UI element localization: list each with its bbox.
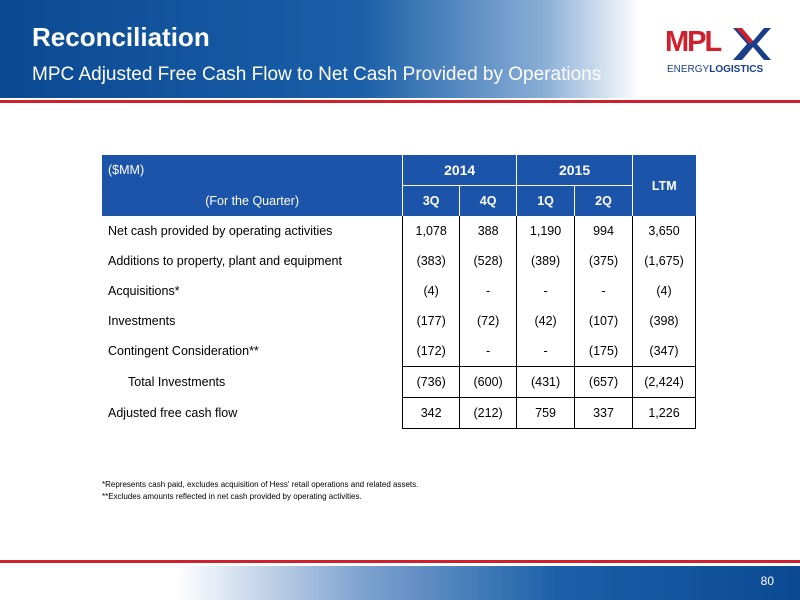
table-cell: - — [459, 336, 517, 367]
table-cell: (431) — [516, 366, 575, 398]
footnote: *Represents cash paid, excludes acquisit… — [102, 480, 419, 489]
table-cell: 1,226 — [632, 397, 696, 429]
table-header-row-quarters: (For the Quarter) 3Q 4Q 1Q 2Q — [102, 185, 696, 216]
table-cell: (212) — [459, 397, 517, 429]
quarter-header: 2Q — [574, 185, 633, 216]
table-cell: (398) — [632, 306, 696, 336]
table-row-free-cash-flow: Adjusted free cash flow 342 (212) 759 33… — [102, 397, 696, 429]
table-cell: (177) — [402, 306, 460, 336]
table-cell: (657) — [574, 366, 633, 398]
table-cell: 388 — [459, 216, 517, 246]
table-cell: (4) — [632, 276, 696, 306]
table-cell: (736) — [402, 366, 460, 398]
table-cell: (72) — [459, 306, 517, 336]
row-label: Contingent Consideration** — [108, 344, 259, 359]
row-label: Investments — [108, 314, 176, 328]
page-number: 80 — [760, 574, 774, 588]
slide-title: Reconciliation — [32, 22, 210, 52]
table-cell: 337 — [574, 397, 633, 429]
slide-subtitle: MPC Adjusted Free Cash Flow to Net Cash … — [32, 64, 602, 85]
ltm-header: LTM — [632, 155, 696, 216]
unit-label: ($MM) — [102, 155, 403, 186]
table-cell: 759 — [516, 397, 575, 429]
logo-x-icon — [733, 28, 771, 60]
table-row: Additions to property, plant and equipme… — [102, 246, 696, 276]
table-row: Contingent Consideration** (172) - - (17… — [102, 336, 696, 367]
table-cell: - — [516, 336, 575, 367]
footnotes: *Represents cash paid, excludes acquisit… — [102, 479, 418, 503]
year-header-2015: 2015 — [516, 155, 633, 186]
quarter-header: 4Q — [459, 185, 517, 216]
table-cell: (42) — [516, 306, 575, 336]
table-cell: (107) — [574, 306, 633, 336]
table-cell: (389) — [516, 246, 575, 276]
table-cell: (175) — [574, 336, 633, 367]
row-label: Additions to property, plant and equipme… — [108, 254, 342, 268]
table-cell: (383) — [402, 246, 460, 276]
period-label: (For the Quarter) — [102, 185, 403, 216]
table-cell: (2,424) — [632, 366, 696, 398]
row-label: Adjusted free cash flow — [108, 406, 238, 420]
table-cell: - — [459, 276, 517, 306]
table-cell: 994 — [574, 216, 633, 246]
mplx-logo: MPL ENERGYLOGISTICS — [665, 26, 775, 80]
table-cell: (1,675) — [632, 246, 696, 276]
table-cell: - — [574, 276, 633, 306]
row-label: Acquisitions* — [108, 284, 180, 298]
year-header-2014: 2014 — [402, 155, 517, 186]
logo-tagline: ENERGYLOGISTICS — [667, 64, 764, 75]
table-cell: (528) — [459, 246, 517, 276]
logo-wordmark: MPL — [665, 26, 722, 58]
header-banner: Reconciliation MPC Adjusted Free Cash Fl… — [0, 0, 800, 98]
table-header-row-years: ($MM) 2014 2015 LTM — [102, 155, 696, 216]
table-row-total: Total Investments (736) (600) (431) (657… — [102, 366, 696, 398]
table-row: Acquisitions* (4) - - - (4) — [102, 276, 696, 306]
footnote: **Excludes amounts reflected in net cash… — [102, 492, 362, 501]
table-cell: (4) — [402, 276, 460, 306]
reconciliation-table: ($MM) 2014 2015 LTM (For the Quarter) 3Q… — [102, 155, 696, 429]
footer-banner: 80 — [0, 566, 800, 600]
row-label: Net cash provided by operating activitie… — [108, 224, 333, 238]
footer-divider — [0, 560, 800, 563]
table-cell: (600) — [459, 366, 517, 398]
table-cell: - — [516, 276, 575, 306]
table-row: Net cash provided by operating activitie… — [102, 216, 696, 246]
quarter-header: 3Q — [402, 185, 460, 216]
table-cell: 342 — [402, 397, 460, 429]
table-row: Investments (177) (72) (42) (107) (398) — [102, 306, 696, 336]
quarter-header: 1Q — [516, 185, 575, 216]
table-cell: 1,190 — [516, 216, 575, 246]
row-label: Total Investments — [128, 375, 226, 389]
table-cell: (347) — [632, 336, 696, 367]
table-cell: (375) — [574, 246, 633, 276]
header-divider — [0, 100, 800, 103]
table-cell: (172) — [402, 336, 460, 367]
table-cell: 1,078 — [402, 216, 460, 246]
table-cell: 3,650 — [632, 216, 696, 246]
